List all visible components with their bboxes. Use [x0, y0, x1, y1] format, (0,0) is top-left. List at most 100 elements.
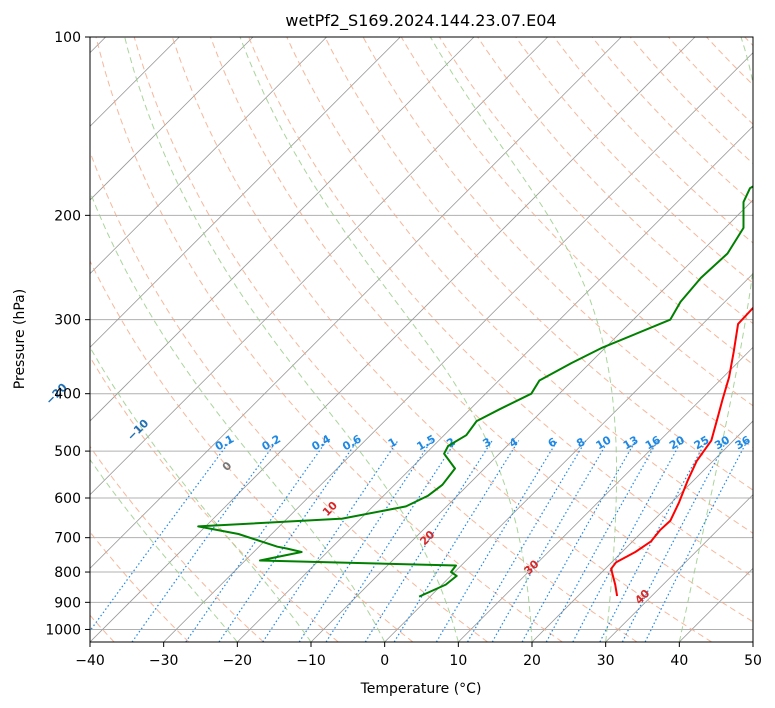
- isotherm-line: [90, 37, 622, 569]
- dry-adiabat-line: [706, 37, 753, 86]
- isotherm-line: [163, 52, 753, 642]
- mixing-ratio-line: [466, 440, 587, 642]
- y-axis-label: Pressure (hPa): [12, 289, 28, 389]
- plot-frame: [89, 36, 754, 643]
- mixing-ratio-label: 0.4: [310, 432, 334, 453]
- moist-adiabat-line: [239, 37, 533, 642]
- isotherm-line: [90, 37, 401, 348]
- mixing-ratio-line: [621, 440, 728, 642]
- x-tick-label: 40: [670, 653, 688, 669]
- dry-adiabat-label: −10: [125, 416, 152, 443]
- mixing-ratio-line: [435, 440, 558, 642]
- mixing-ratio-line: [599, 440, 707, 642]
- isotherm-line: [237, 125, 753, 642]
- dewpoint-line: [197, 185, 753, 598]
- mixing-ratio-line: [393, 440, 520, 642]
- isotherm-line: [752, 641, 753, 642]
- y-tick-label: 500: [54, 444, 81, 460]
- mixing-ratio-label: 20: [667, 433, 687, 452]
- isotherm-line: [679, 567, 753, 642]
- mixing-ratio-label: 6: [546, 435, 559, 450]
- dry-adiabat-label: 40: [632, 587, 652, 607]
- mixing-ratio-line: [90, 440, 231, 632]
- isotherm-line: [90, 37, 327, 275]
- mixing-ratio-label: 13: [621, 433, 641, 452]
- skewed-isotherms: [90, 37, 753, 642]
- mixing-ratio-labels: 0.1 0.2 0.4 0.6 1 1.5 2 3 4 6 8 10 13 16 20 25 30 36: [213, 432, 753, 453]
- mixing-ratio-label: 0.6: [340, 432, 364, 453]
- chart-title: wetPf2_S169.2024.144.23.07.E04: [285, 11, 556, 31]
- moist-adiabat-line: [678, 37, 753, 642]
- sounding-profiles: [197, 185, 753, 598]
- background-lines: [90, 37, 753, 642]
- mixing-ratio-line: [298, 440, 432, 642]
- mixing-ratio-line: [185, 440, 328, 642]
- mixing-ratio-label: 10: [594, 433, 614, 452]
- dry-adiabat-line: [744, 37, 753, 47]
- moist-adiabat-line: [90, 190, 386, 642]
- isotherm-line: [531, 420, 753, 642]
- dry-adiabat-line: [515, 37, 753, 284]
- x-tick-label: 50: [744, 653, 762, 669]
- y-tick-label: 700: [54, 531, 81, 547]
- mixing-ratio-lines: [90, 440, 748, 642]
- x-tick-label: −30: [149, 653, 179, 669]
- y-tick-label: 400: [54, 387, 81, 403]
- dry-adiabats: [90, 37, 753, 642]
- x-tick-label: −20: [223, 653, 253, 669]
- dry-adiabat-line: [90, 445, 264, 642]
- isotherm-line: [605, 494, 753, 642]
- moist-adiabat-line: [124, 37, 459, 642]
- mixing-ratio-label: 16: [643, 433, 663, 452]
- x-tick-label: −40: [75, 653, 105, 669]
- mixing-ratio-label: 0.2: [260, 432, 283, 453]
- x-tick-label: 0: [380, 653, 389, 669]
- dry-adiabat-line: [553, 37, 753, 244]
- mixing-ratio-line: [521, 440, 637, 642]
- dry-adiabat-line: [133, 37, 638, 642]
- isotherm-line: [90, 37, 475, 422]
- mixing-ratio-line: [262, 440, 399, 642]
- y-tick-label: 800: [54, 565, 81, 581]
- mixing-ratio-line: [131, 440, 278, 642]
- dry-adiabat-line: [248, 37, 753, 578]
- mixing-ratio-label: 1.5: [414, 432, 437, 453]
- mixing-ratio-label: 4: [507, 435, 520, 450]
- dry-adiabat-line: [90, 259, 414, 642]
- isotherm-line: [90, 37, 254, 201]
- mixing-ratio-label: 8: [574, 435, 587, 450]
- dry-adiabat-line: [591, 37, 753, 204]
- mixing-ratio-label: 30: [712, 433, 732, 452]
- dry-adiabat-label: 0: [220, 459, 235, 474]
- y-tick-label: 1000: [45, 622, 81, 638]
- dry-adiabat-line: [90, 356, 339, 642]
- dry-adiabat-line: [90, 531, 190, 642]
- y-tick-label: 600: [54, 491, 81, 507]
- dry-adiabat-label: 30: [522, 557, 542, 577]
- dry-adiabat-line: [668, 37, 753, 125]
- y-tick-label: 300: [54, 313, 81, 329]
- isotherm-line: [310, 199, 753, 642]
- isotherm-line: [90, 37, 548, 496]
- mixing-ratio-line: [644, 440, 748, 642]
- x-tick-label: 10: [449, 653, 467, 669]
- y-tick-label: 200: [54, 208, 81, 224]
- y-tick-label: 900: [54, 595, 81, 611]
- y-axis-ticks: 1000 900 800 700 600 500 400 300 200 100: [45, 30, 90, 638]
- dry-adiabat-line: [171, 37, 712, 642]
- dry-adiabat-label: 10: [320, 499, 340, 519]
- mixing-ratio-line: [218, 440, 358, 642]
- mixing-ratio-line: [545, 440, 659, 642]
- mixing-ratio-line: [364, 440, 493, 642]
- isotherm-line: [90, 37, 696, 642]
- temperature-line: [610, 306, 753, 597]
- x-tick-label: 30: [597, 653, 615, 669]
- mixing-ratio-line: [572, 440, 683, 642]
- mixing-ratio-line: [325, 440, 457, 642]
- moist-adiabat-line: [429, 37, 617, 642]
- mixing-ratio-label: 0.1: [213, 432, 236, 453]
- x-axis-label: Temperature (°C): [360, 681, 482, 697]
- dry-adiabat-line: [95, 37, 563, 642]
